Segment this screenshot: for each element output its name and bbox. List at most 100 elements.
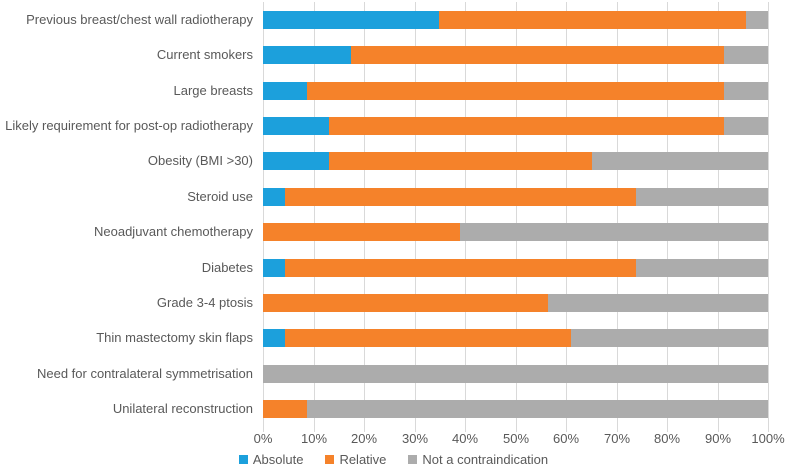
x-axis-tick-label: 40% [451, 431, 479, 446]
legend-label: Absolute [252, 452, 304, 467]
y-axis-category-label: Diabetes [201, 260, 253, 275]
bar-segment-relative [263, 294, 549, 312]
bar-row [263, 46, 768, 64]
x-axis-tick-label: 70% [603, 431, 631, 446]
bar-segment-absolute [263, 11, 439, 29]
y-axis-category-label: Previous breast/chest wall radiotherapy [26, 12, 253, 27]
bar-row [263, 365, 768, 383]
y-axis-category-label: Grade 3-4 ptosis [156, 295, 253, 310]
bar-segment-not-a-contraindication [636, 188, 768, 206]
bar-segment-not-a-contraindication [746, 11, 768, 29]
bar-segment-not-a-contraindication [263, 365, 768, 383]
gridline [768, 2, 769, 427]
legend-marker-not-a-contraindication [408, 455, 418, 464]
bar-row [263, 294, 768, 312]
bar-segment-not-a-contraindication [724, 117, 768, 135]
bar-segment-absolute [263, 46, 351, 64]
legend-item-absolute: Absolute [238, 452, 304, 467]
bar-row [263, 400, 768, 418]
y-axis-category-label: Unilateral reconstruction [112, 401, 253, 416]
y-axis-labels: Previous breast/chest wall radiotherapy C… [0, 2, 253, 427]
legend-item-relative: Relative [325, 452, 386, 467]
y-axis-category-label: Likely requirement for post-op radiother… [5, 118, 253, 133]
legend-item-not-a-contraindication: Not a contraindication [408, 452, 548, 467]
x-axis-tick-label: 30% [401, 431, 429, 446]
bar-segment-not-a-contraindication [592, 152, 768, 170]
y-axis-category-label: Neoadjuvant chemotherapy [94, 224, 253, 239]
y-axis-category-label: Large breasts [173, 83, 254, 98]
bar-segment-relative [350, 46, 725, 64]
bar-segment-relative [284, 259, 637, 277]
axis-tick-mark [718, 427, 719, 432]
bar-segment-not-a-contraindication [570, 329, 768, 347]
legend: Absolute Relative Not a contraindication [0, 452, 787, 467]
axis-tick-mark [364, 427, 365, 432]
bar-segment-relative [284, 329, 571, 347]
bar-segment-not-a-contraindication [548, 294, 768, 312]
bar-segment-not-a-contraindication [636, 259, 768, 277]
bar-row [263, 329, 768, 347]
gridline [718, 2, 719, 427]
gridline [415, 2, 416, 427]
x-axis-tick-label: 90% [704, 431, 732, 446]
axis-tick-mark [667, 427, 668, 432]
gridline [617, 2, 618, 427]
bar-segment-absolute [263, 117, 329, 135]
x-axis-tick-label: 50% [502, 431, 530, 446]
bar-segment-not-a-contraindication [724, 46, 768, 64]
bar-segment-relative [328, 152, 593, 170]
y-axis-category-label: Current smokers [156, 47, 253, 62]
axis-tick-mark [617, 427, 618, 432]
bar-row [263, 259, 768, 277]
legend-marker-relative [325, 455, 335, 464]
bar-row [263, 82, 768, 100]
axis-tick-mark [768, 427, 769, 432]
bar-segment-relative [263, 400, 307, 418]
y-axis-category-label: Thin mastectomy skin flaps [96, 330, 253, 345]
bar-segment-relative [284, 188, 637, 206]
gridline [263, 2, 264, 427]
bar-segment-absolute [263, 188, 285, 206]
x-axis-labels: 0% 10% 20% 30% 40% 50% 60% 70% 80% 90% 100% [254, 431, 785, 447]
bar-segment-relative [263, 223, 461, 241]
y-axis-category-label: Obesity (BMI >30) [147, 153, 253, 168]
x-axis-tick-label: 100% [751, 431, 785, 446]
gridline [667, 2, 668, 427]
bar-segment-absolute [263, 82, 307, 100]
bar-segment-absolute [263, 259, 285, 277]
axis-tick-mark [415, 427, 416, 432]
x-axis-tick-label: 80% [653, 431, 681, 446]
gridline [516, 2, 517, 427]
bar-segment-not-a-contraindication [460, 223, 768, 241]
gridline [465, 2, 466, 427]
x-axis-tick-label: 20% [350, 431, 378, 446]
y-axis-category-label: Steroid use [187, 189, 253, 204]
bar-segment-absolute [263, 152, 329, 170]
bar-segment-not-a-contraindication [306, 400, 768, 418]
y-axis-category-label: Need for contralateral symmetrisation [36, 366, 253, 381]
bar-segment-absolute [263, 329, 285, 347]
axis-tick-mark [314, 427, 315, 432]
legend-label: Relative [339, 452, 387, 467]
bar-row [263, 223, 768, 241]
axis-tick-mark [566, 427, 567, 432]
axis-tick-mark [516, 427, 517, 432]
axis-tick-mark [263, 427, 264, 432]
bar-segment-relative [328, 117, 725, 135]
x-axis-tick-label: 60% [552, 431, 580, 446]
gridline [314, 2, 315, 427]
bar-row [263, 11, 768, 29]
bar-segment-relative [438, 11, 747, 29]
bar-row [263, 152, 768, 170]
bar-segment-relative [306, 82, 725, 100]
x-axis-tick-label: 10% [300, 431, 328, 446]
gridline [566, 2, 567, 427]
legend-marker-absolute [238, 455, 248, 464]
bar-segment-not-a-contraindication [724, 82, 768, 100]
legend-label: Not a contraindication [422, 452, 549, 467]
x-axis-tick-label: 0% [253, 431, 273, 446]
plot-area [263, 2, 769, 432]
bar-row [263, 117, 768, 135]
gridline [364, 2, 365, 427]
